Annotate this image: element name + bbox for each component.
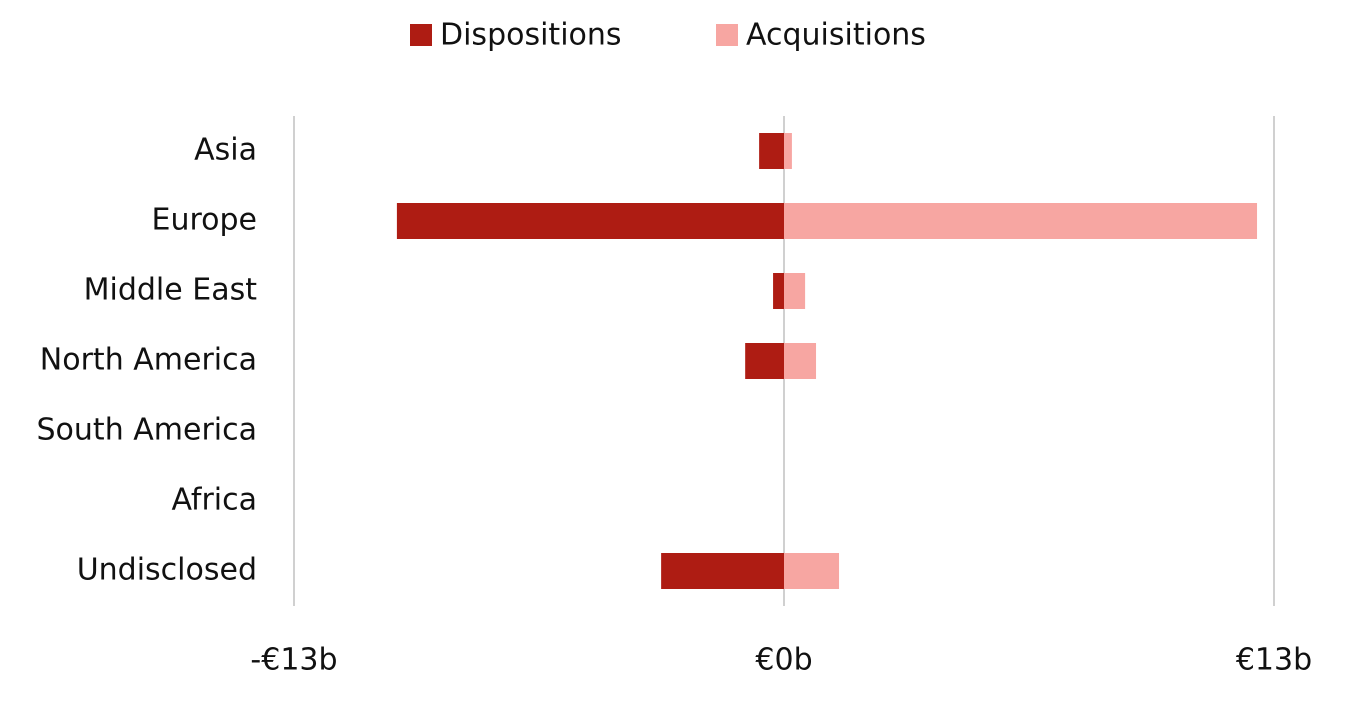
legend-label: Dispositions xyxy=(440,18,622,53)
bar xyxy=(784,273,806,309)
bar xyxy=(661,553,784,589)
legend-swatch xyxy=(410,24,432,46)
bar xyxy=(784,133,792,169)
y-tick-label: Africa xyxy=(171,483,257,518)
x-tick-label: €0b xyxy=(755,643,812,678)
legend-label: Acquisitions xyxy=(746,18,926,53)
bar xyxy=(784,553,840,589)
x-tick-label: €13b xyxy=(1236,643,1312,678)
bar xyxy=(784,203,1258,239)
bar xyxy=(759,133,784,169)
bar xyxy=(396,203,784,239)
y-tick-label: North America xyxy=(40,343,257,378)
y-tick-label: Middle East xyxy=(84,273,258,308)
bar xyxy=(773,273,784,309)
legend-swatch xyxy=(716,24,738,46)
y-tick-label: Undisclosed xyxy=(77,553,257,588)
y-tick-label: Europe xyxy=(152,203,258,238)
x-tick-label: -€13b xyxy=(250,643,337,678)
y-tick-label: South America xyxy=(37,413,257,448)
bar xyxy=(784,343,817,379)
bar xyxy=(745,343,784,379)
y-tick-label: Asia xyxy=(194,133,257,168)
